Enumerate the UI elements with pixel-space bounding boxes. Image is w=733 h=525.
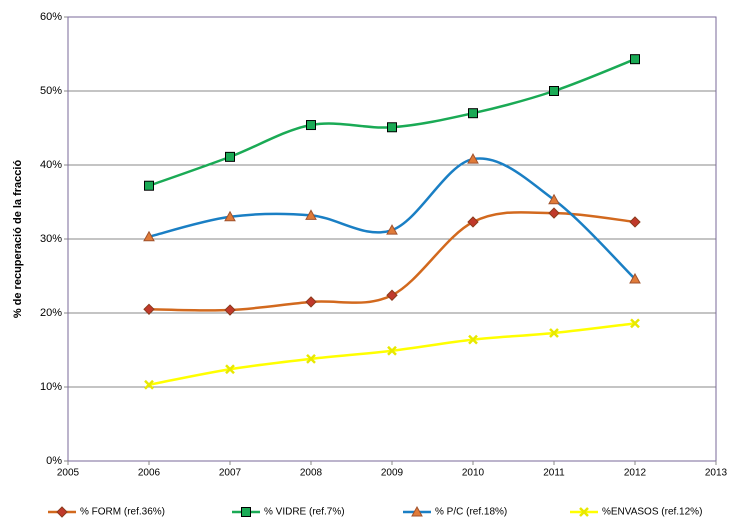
y-tick-label: 60% [40, 11, 62, 23]
marker [548, 193, 560, 205]
series-line [148, 157, 636, 280]
marker [386, 289, 398, 301]
marker [387, 345, 397, 356]
marker [467, 153, 479, 164]
marker [143, 230, 155, 242]
marker [630, 318, 640, 329]
y-tick-label: 30% [40, 233, 62, 245]
marker [630, 54, 640, 65]
marker [224, 304, 236, 316]
marker [468, 108, 478, 119]
marker [241, 507, 251, 517]
marker [144, 379, 154, 390]
x-tick-label: 2013 [705, 468, 728, 479]
legend-label: % FORM (ref.36%) [80, 507, 165, 518]
series-line [148, 322, 636, 387]
marker [306, 353, 316, 364]
y-tick-label: 40% [40, 159, 62, 171]
x-tick-label: 2007 [219, 468, 242, 479]
marker [387, 122, 397, 133]
legend-label: % VIDRE (ref.7%) [264, 507, 345, 518]
x-tick-label: 2011 [543, 468, 565, 479]
marker [306, 120, 316, 131]
y-tick-label: 10% [40, 381, 62, 393]
x-tick-label: 2010 [462, 468, 485, 479]
y-tick-label: 20% [40, 307, 62, 319]
marker [468, 334, 478, 345]
marker [629, 272, 641, 284]
x-tick-label: 2009 [381, 468, 404, 479]
marker [305, 209, 317, 220]
x-tick-label: 2012 [624, 468, 647, 479]
marker [225, 151, 235, 162]
marker [549, 86, 559, 96]
x-tick-label: 2008 [300, 468, 323, 479]
marker [224, 210, 236, 222]
y-axis-label: % de recuperació de la fracció [12, 160, 24, 319]
legend-label: % P/C (ref.18%) [435, 507, 507, 518]
marker [411, 505, 423, 517]
marker [225, 364, 235, 375]
x-tick-label: 2005 [57, 468, 80, 479]
y-tick-label: 50% [40, 85, 62, 97]
marker [579, 507, 589, 517]
marker [386, 224, 398, 235]
marker [549, 328, 559, 338]
marker [56, 506, 68, 518]
legend-label: %ENVASOS (ref.12%) [602, 507, 702, 518]
marker [467, 216, 479, 228]
marker [548, 207, 560, 219]
marker [144, 180, 154, 191]
x-tick-label: 2006 [138, 468, 161, 479]
marker [143, 303, 155, 316]
marker [629, 216, 641, 228]
marker [305, 296, 317, 308]
y-tick-label: 0% [46, 455, 62, 467]
